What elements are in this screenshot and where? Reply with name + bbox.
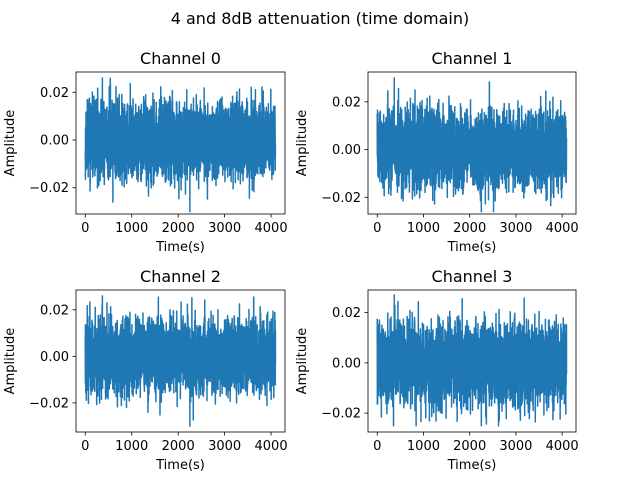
y-tick-label: 0.02 [332,306,361,321]
axes-frame [75,71,286,215]
x-tick-label: 3000 [208,221,241,236]
x-tick-label: 1000 [115,439,148,454]
series-line-channel-1 [376,77,568,213]
x-tick-label: 1000 [115,221,148,236]
subplot-channel-2: 0 1000 2000 3000 4000 −0.02 0.00 0.02 Channel 2 T… [3,267,288,473]
x-tick-label: 3000 [499,221,532,236]
y-axis-label: Amplitude [3,328,18,395]
y-tick-label: −0.02 [321,407,361,422]
y-tick-label: 0.02 [40,303,69,318]
y-tick-label: 0.02 [332,95,361,110]
x-tick-label: 0 [81,221,89,236]
x-tick-label: 4000 [255,439,288,454]
y-axis-label: Amplitude [295,328,310,395]
y-tick-label: 0.00 [40,134,69,149]
x-axis-label: Time(s) [447,458,497,473]
x-tick-label: 2000 [453,439,486,454]
series-line-channel-3 [376,294,568,427]
axes-frame [367,289,577,433]
y-tick-label: 0.00 [332,356,361,371]
subplot-title: Channel 3 [432,267,513,286]
x-tick-label: 4000 [546,221,579,236]
x-tick-label: 2000 [162,439,195,454]
x-axis-label: Time(s) [447,240,497,255]
x-tick-label: 0 [373,439,381,454]
subplot-title: Channel 2 [140,267,221,286]
x-tick-label: 4000 [255,221,288,236]
x-tick-label: 0 [81,439,89,454]
y-tick-label: −0.02 [29,181,69,196]
y-tick-label: −0.02 [29,396,69,411]
y-tick-label: 0.02 [40,86,69,101]
subplot-title: Channel 0 [140,49,221,68]
axes-frame [75,289,286,433]
y-tick-label: 0.00 [332,143,361,158]
subplot-channel-3: 0 1000 2000 3000 4000 −0.02 0.00 0.02 Channel 3 T… [295,267,579,473]
series-line-channel-0 [84,77,277,213]
y-axis-label: Amplitude [295,110,310,177]
x-tick-label: 2000 [453,221,486,236]
series-line-channel-2 [84,295,277,427]
subplot-channel-1: 0 1000 2000 3000 4000 −0.02 0.00 0.02 Channel 1 T… [295,49,579,255]
x-axis-label: Time(s) [155,458,205,473]
x-tick-label: 0 [373,221,381,236]
x-tick-label: 3000 [499,439,532,454]
y-tick-label: 0.00 [40,350,69,365]
x-tick-label: 2000 [162,221,195,236]
y-axis-label: Amplitude [3,110,18,177]
figure-title: 4 and 8dB attenuation (time domain) [171,9,470,28]
x-tick-label: 1000 [407,221,440,236]
x-tick-label: 3000 [208,439,241,454]
x-axis-label: Time(s) [155,240,205,255]
x-tick-label: 1000 [407,439,440,454]
subplot-channel-0: 0 1000 2000 3000 4000 −0.02 0.00 0.02 Channel 0 T… [3,49,288,255]
y-tick-label: −0.02 [321,191,361,206]
x-tick-label: 4000 [546,439,579,454]
subplot-title: Channel 1 [432,49,513,68]
axes-frame [367,71,577,215]
